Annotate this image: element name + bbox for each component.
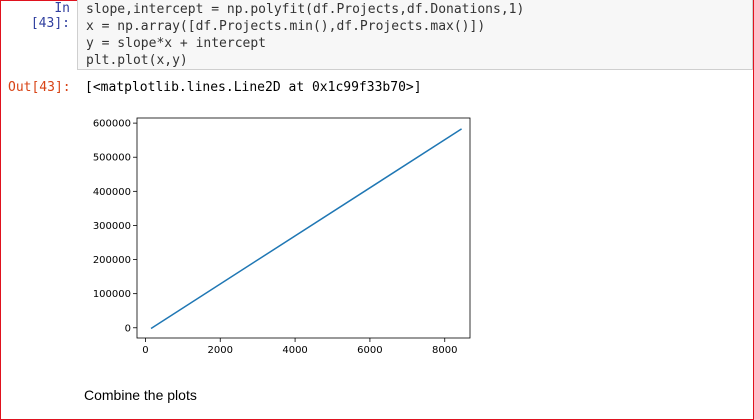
y-tick-label: 100000 (93, 289, 131, 300)
code-line: y = slope*x + intercept (86, 36, 267, 51)
x-tick-label: 8000 (432, 345, 457, 356)
code-line: plt.plot(x,y) (86, 53, 188, 68)
x-tick-label: 0 (142, 345, 148, 356)
y-axis-ticks: 0 100000 200000 300000 400000 500000 600000 (93, 119, 137, 334)
input-prompt: In [43]: (30, 1, 70, 31)
x-tick-label: 4000 (282, 345, 307, 356)
y-tick-label: 400000 (93, 187, 131, 198)
code-input-area[interactable]: slope,intercept = np.polyfit(df.Projects… (77, 0, 753, 70)
series-group (150, 128, 462, 330)
x-tick-label: 6000 (357, 345, 382, 356)
regression-line (150, 128, 462, 330)
code-line: slope,intercept = np.polyfit(df.Projects… (86, 2, 525, 17)
plot-area (136, 117, 471, 339)
code-line: x = np.array([df.Projects.min(),df.Proje… (86, 19, 486, 34)
y-tick-label: 600000 (93, 119, 131, 130)
y-tick-label: 500000 (93, 153, 131, 164)
markdown-text: Combine the plots (84, 387, 197, 403)
y-tick-label: 200000 (93, 255, 131, 266)
code-editor[interactable]: slope,intercept = np.polyfit(df.Projects… (86, 1, 524, 69)
y-tick-label: 300000 (93, 221, 131, 232)
y-tick-label: 0 (125, 323, 131, 334)
output-text: [<matplotlib.lines.Line2D at 0x1c99f33b7… (85, 80, 422, 95)
x-tick-label: 2000 (208, 345, 233, 356)
output-prompt: Out[43]: (8, 80, 71, 95)
x-axis-ticks: 0 2000 4000 6000 8000 (142, 338, 457, 356)
